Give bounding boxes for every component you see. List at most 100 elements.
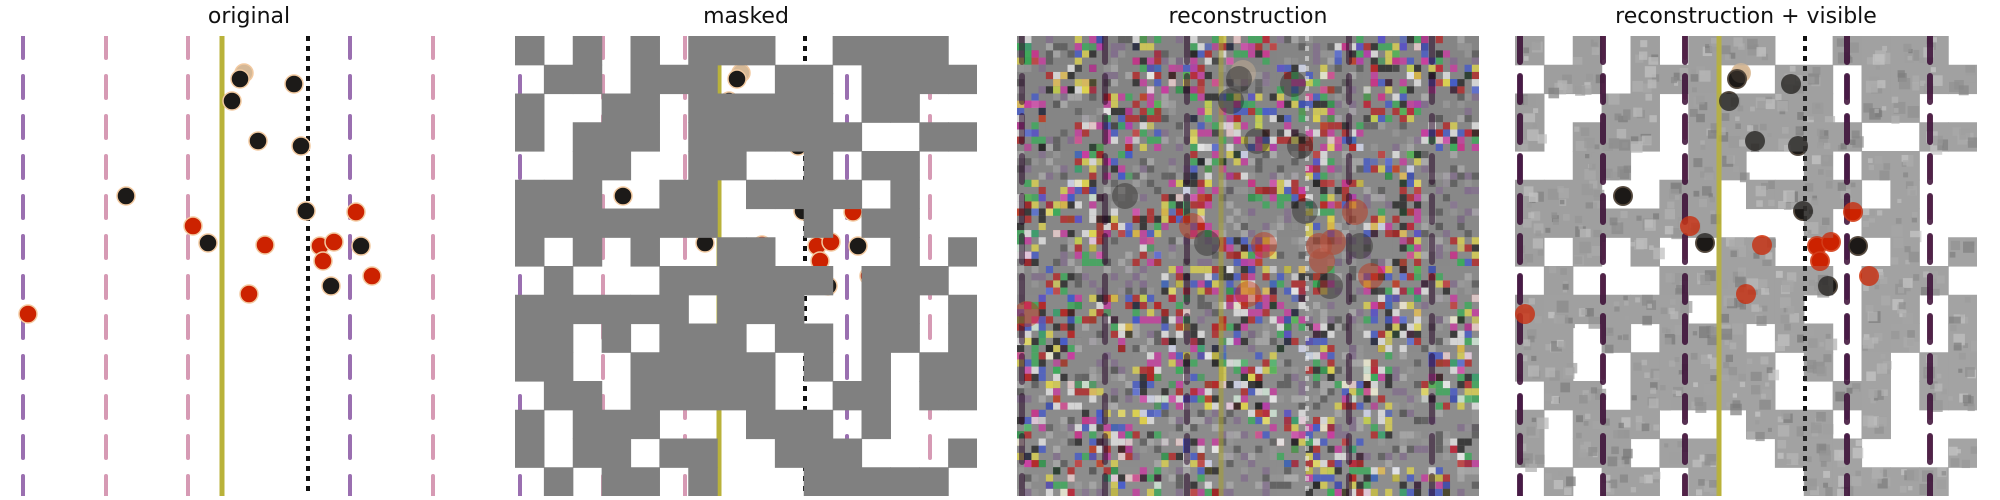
object-dot bbox=[613, 186, 633, 206]
reconstructed-patch bbox=[1543, 266, 1574, 296]
mask-patch bbox=[601, 122, 632, 152]
mask-patch bbox=[630, 409, 660, 440]
mask-patch bbox=[572, 237, 603, 267]
original-image bbox=[18, 36, 480, 496]
mask-patch bbox=[803, 352, 834, 382]
mask-patch bbox=[746, 93, 776, 123]
mask-patch bbox=[803, 208, 834, 238]
mask-patch bbox=[659, 438, 689, 468]
mask-patch bbox=[572, 36, 603, 66]
mask-patch bbox=[543, 179, 574, 210]
mask-patch bbox=[746, 179, 776, 210]
mask-patch bbox=[746, 36, 776, 66]
masked-image bbox=[515, 36, 977, 496]
mask-patch bbox=[746, 122, 776, 152]
mask-patch bbox=[861, 467, 891, 496]
mask-patch bbox=[630, 467, 660, 496]
object-dot bbox=[230, 69, 250, 89]
mask-patch bbox=[890, 151, 920, 181]
mask-patch bbox=[572, 179, 603, 210]
mask-patch bbox=[688, 467, 718, 496]
mask-patch bbox=[803, 64, 834, 95]
mask-patch bbox=[803, 323, 834, 353]
mask-patch bbox=[630, 237, 660, 267]
mask-patch bbox=[803, 266, 834, 296]
mask-patch bbox=[630, 208, 660, 238]
mask-patch bbox=[717, 237, 747, 267]
mask-patch bbox=[774, 438, 805, 468]
object-dot bbox=[291, 136, 311, 156]
mask-patch bbox=[717, 266, 747, 296]
object-dot bbox=[313, 251, 333, 271]
mask-patch bbox=[601, 323, 632, 353]
mask-patch bbox=[890, 64, 920, 95]
mask-patch bbox=[659, 294, 689, 325]
object-dot bbox=[18, 304, 38, 324]
mask-patch bbox=[659, 381, 689, 411]
reconstruction-image bbox=[1017, 36, 1479, 496]
mask-patch bbox=[717, 323, 747, 353]
mask-patch bbox=[515, 93, 545, 123]
mask-patch bbox=[861, 294, 891, 325]
mask-patch bbox=[832, 438, 863, 468]
mask-patch bbox=[688, 352, 718, 382]
mask-patch bbox=[717, 151, 747, 181]
object-dot bbox=[284, 74, 304, 94]
mask-patch bbox=[746, 352, 776, 382]
mask-patch bbox=[948, 381, 977, 411]
mask-patch bbox=[659, 323, 689, 353]
mask-patch bbox=[601, 294, 632, 325]
mask-patch bbox=[659, 179, 689, 210]
mask-patch bbox=[543, 208, 574, 238]
mask-patch bbox=[572, 122, 603, 152]
mask-patch bbox=[601, 438, 632, 468]
mask-patch bbox=[919, 266, 949, 296]
mask-patch bbox=[919, 467, 949, 496]
mask-patch bbox=[890, 323, 920, 353]
mask-patch bbox=[515, 294, 545, 325]
object-dot bbox=[183, 216, 203, 236]
mask-patch bbox=[774, 93, 805, 123]
mask-patch bbox=[601, 151, 632, 181]
mask-patch bbox=[659, 208, 689, 238]
mask-patch bbox=[572, 64, 603, 95]
mask-patch bbox=[515, 179, 545, 210]
mask-patch bbox=[515, 208, 545, 238]
panel-title-masked: masked bbox=[703, 4, 789, 29]
mask-patch bbox=[890, 266, 920, 296]
mask-patch bbox=[774, 122, 805, 152]
mask-patch bbox=[861, 266, 891, 296]
mask-patch bbox=[919, 381, 949, 411]
mask-patch bbox=[861, 64, 891, 95]
mask-patch bbox=[803, 409, 834, 440]
mask-patch bbox=[688, 438, 718, 468]
mask-patch bbox=[688, 266, 718, 296]
mask-patch bbox=[746, 381, 776, 411]
mask-patch bbox=[630, 36, 660, 66]
mask-patch bbox=[630, 64, 660, 95]
mask-patch bbox=[803, 467, 834, 496]
mask-patch bbox=[746, 266, 776, 296]
mask-patch bbox=[515, 36, 545, 66]
mask-patch bbox=[948, 438, 977, 468]
mask-patch bbox=[861, 36, 891, 66]
mask-patch bbox=[832, 36, 863, 66]
mask-patch bbox=[717, 93, 747, 123]
mask-patch bbox=[746, 294, 776, 325]
mask-patch bbox=[717, 352, 747, 382]
mask-patch bbox=[774, 323, 805, 353]
object-dot bbox=[848, 236, 868, 256]
mask-patch bbox=[572, 208, 603, 238]
noise-patch bbox=[1392, 438, 1422, 468]
mask-patch bbox=[832, 381, 863, 411]
object-dot bbox=[198, 233, 218, 253]
mask-patch bbox=[515, 409, 545, 440]
mask-patch bbox=[630, 122, 660, 152]
mask-patch bbox=[688, 179, 718, 210]
mask-patch bbox=[601, 208, 632, 238]
mask-patch bbox=[890, 208, 920, 238]
mask-patch bbox=[832, 122, 863, 152]
mask-patch bbox=[515, 323, 545, 353]
mask-patch bbox=[572, 294, 603, 325]
mask-patch bbox=[601, 93, 632, 123]
